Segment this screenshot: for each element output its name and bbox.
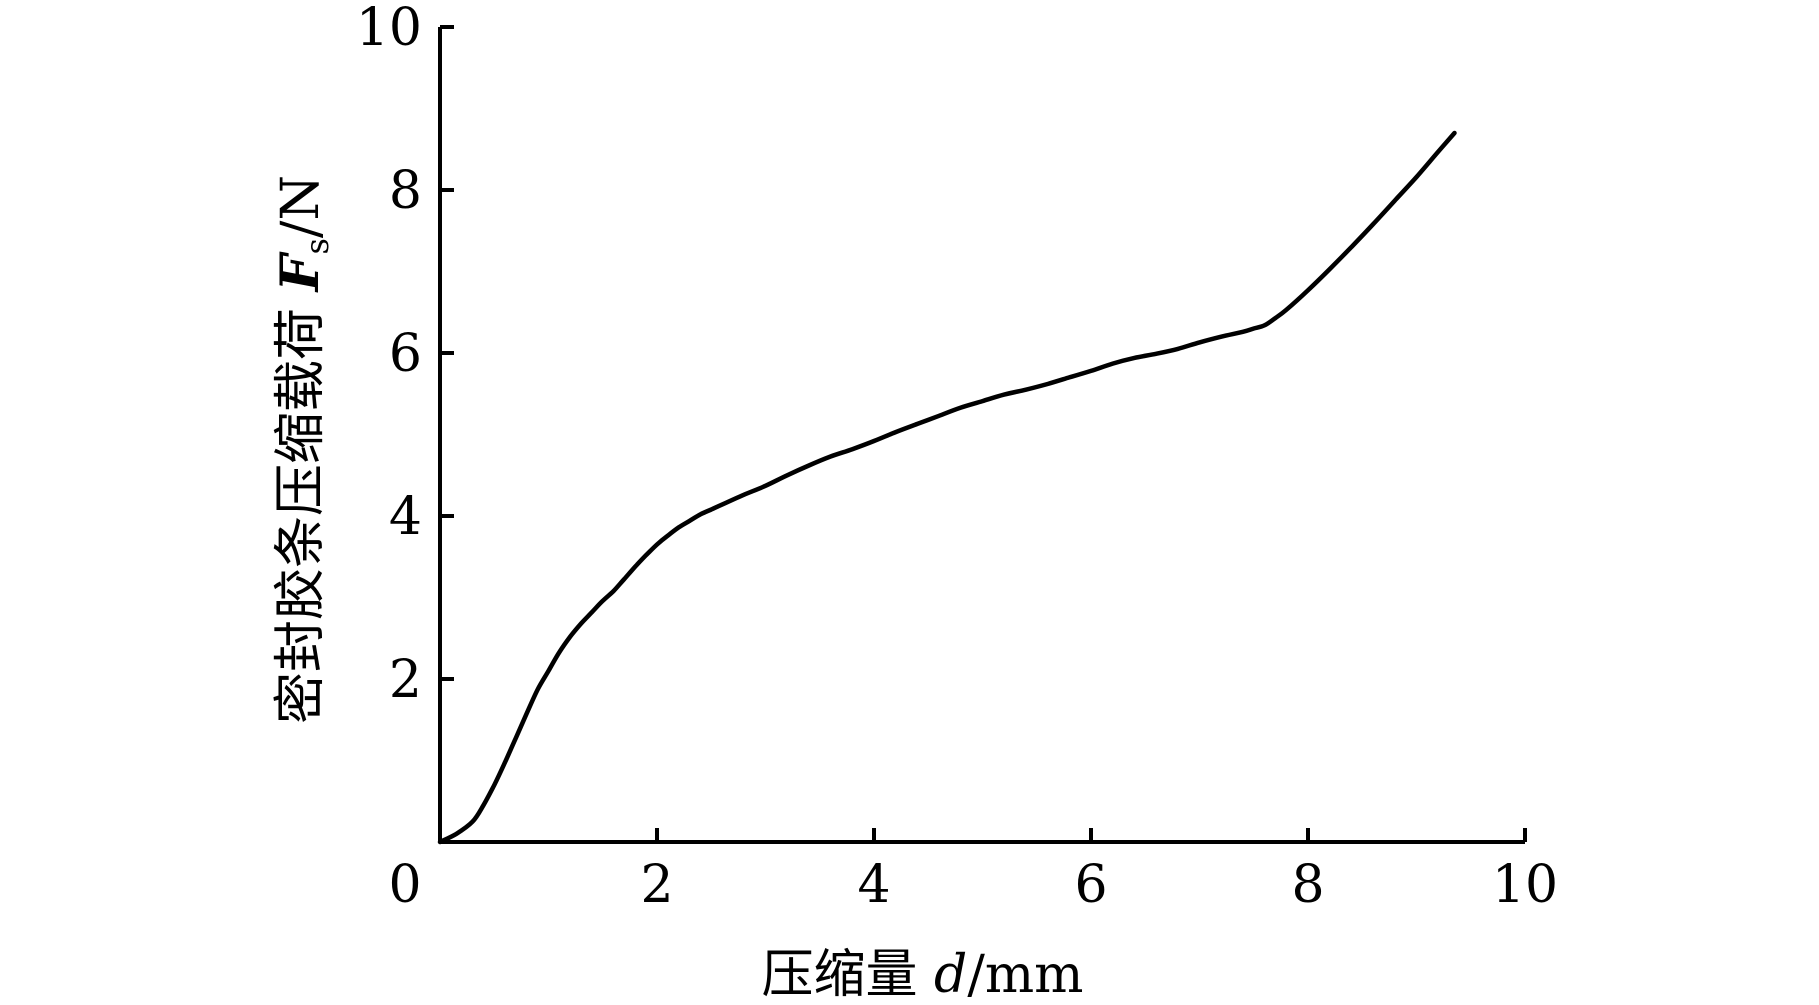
series-group xyxy=(437,130,1457,845)
x-tick-label: 2 xyxy=(640,855,673,915)
x-axis-label-unit: /mm xyxy=(967,945,1083,1005)
y-axis-label-unit: /N xyxy=(271,175,331,238)
x-tick-label: 8 xyxy=(1291,855,1324,915)
y-axis-ticks: 2 4 6 8 10 xyxy=(356,0,454,710)
y-tick-label: 2 xyxy=(389,650,422,710)
x-tick-label: 10 xyxy=(1492,855,1558,915)
y-axis-label: 密封胶条压缩载荷 Fs/N xyxy=(270,175,336,724)
y-tick-label: 8 xyxy=(389,161,422,221)
x-axis-label-variable: d xyxy=(934,945,967,1005)
x-tick-label: 4 xyxy=(857,855,890,915)
y-axis-label-variable: F xyxy=(270,251,331,293)
x-tick-label: 6 xyxy=(1074,855,1107,915)
series-line xyxy=(437,130,1457,845)
y-tick-label: 10 xyxy=(356,0,422,58)
x-tick-label: 0 xyxy=(388,855,421,915)
y-axis-label-subscript: s xyxy=(298,238,336,254)
y-tick-label: 6 xyxy=(389,324,422,384)
x-axis-label-prefix: 压缩量 xyxy=(762,945,935,1005)
x-axis-ticks: 0 2 4 6 8 10 xyxy=(388,828,1558,915)
x-axis-label: 压缩量 d/mm xyxy=(762,945,1084,1005)
y-axis-label-prefix: 密封胶条压缩载荷 xyxy=(271,291,331,724)
y-tick-label: 4 xyxy=(389,487,422,547)
